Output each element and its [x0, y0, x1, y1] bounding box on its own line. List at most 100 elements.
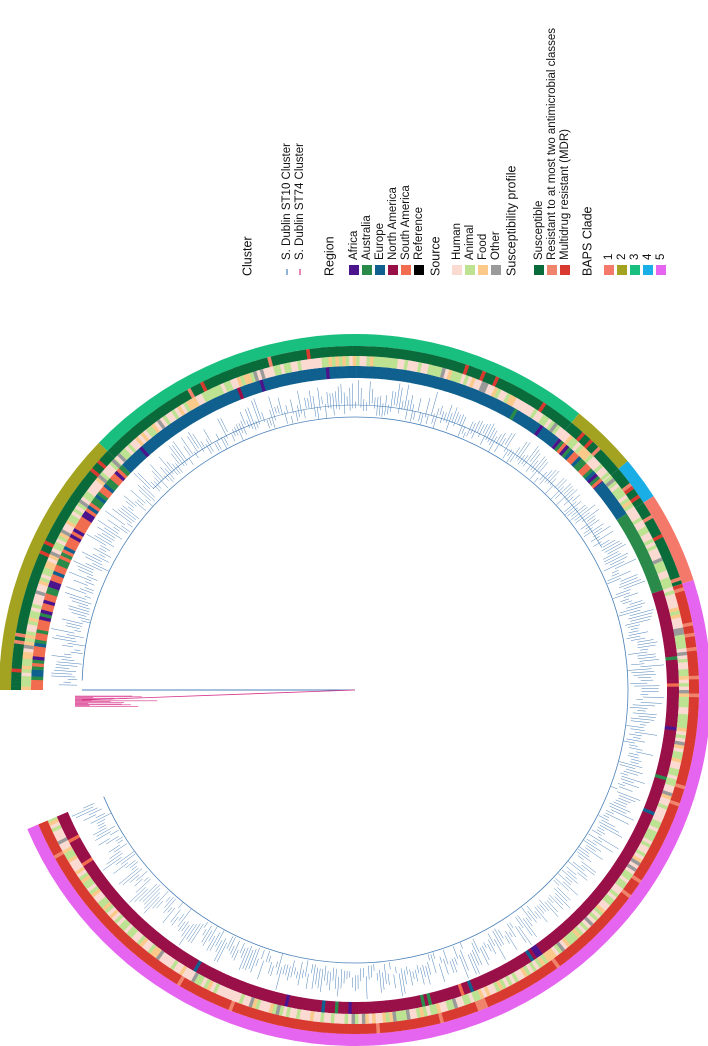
region-cell	[81, 513, 94, 523]
source-cell	[209, 981, 218, 993]
branch	[106, 852, 123, 865]
region-cell	[227, 390, 236, 404]
region-cell	[134, 450, 145, 462]
region-cell	[601, 878, 614, 889]
susceptibility-cell	[688, 707, 699, 712]
region-cell	[81, 856, 94, 867]
susceptibility-cell	[672, 583, 684, 591]
susceptibility-cell	[11, 686, 22, 690]
branch	[637, 656, 656, 660]
branch	[337, 386, 340, 410]
source-cell	[611, 486, 622, 496]
region-cell	[648, 580, 662, 588]
branch	[90, 812, 112, 824]
susceptibility-cell	[28, 576, 40, 584]
source-cell	[395, 1011, 401, 1022]
region-cell	[40, 609, 53, 616]
branch	[529, 458, 547, 480]
branch	[51, 655, 72, 658]
branch	[605, 810, 614, 815]
branch	[69, 596, 92, 605]
source-cell	[383, 357, 388, 368]
region-cell	[416, 995, 423, 1008]
source-cell	[376, 356, 381, 367]
susceptibility-cell	[42, 543, 53, 551]
source-cell	[678, 710, 689, 715]
annotation-rings	[0, 334, 708, 1046]
susceptibility-cell	[39, 549, 50, 558]
branch	[637, 677, 652, 679]
region-cell	[107, 478, 119, 489]
source-cell	[33, 596, 44, 603]
source-cell	[631, 854, 643, 864]
branch	[598, 815, 609, 821]
branch	[607, 543, 626, 555]
susceptibility-cell	[671, 580, 683, 587]
region-cell	[653, 596, 667, 604]
region-cell	[621, 848, 634, 859]
region-cell	[631, 539, 644, 549]
susceptibility-cell	[174, 394, 184, 406]
susceptibility-cell	[276, 1015, 283, 1026]
branch	[85, 581, 95, 586]
susceptibility-cell	[158, 964, 168, 975]
legend-swatch	[414, 265, 424, 275]
source-cell	[666, 773, 678, 781]
susceptibility-cell	[552, 412, 562, 423]
susceptibility-cell	[675, 594, 687, 601]
susceptibility-cell	[270, 355, 277, 367]
region-cell	[449, 381, 457, 394]
susceptibility-cell	[87, 470, 98, 480]
region-cell	[107, 891, 119, 902]
branch	[457, 414, 461, 424]
clade-ring	[643, 496, 694, 584]
branch	[257, 960, 264, 980]
susceptibility-cell	[655, 832, 667, 840]
branch	[321, 396, 323, 405]
source-cell	[349, 356, 354, 367]
source-cell	[273, 365, 280, 376]
source-cell	[640, 840, 651, 849]
region-cell	[628, 837, 641, 847]
source-cell	[413, 361, 420, 373]
branch	[529, 449, 540, 462]
source-cell	[281, 1006, 288, 1017]
branch	[203, 921, 208, 928]
susceptibility-cell	[269, 1013, 276, 1025]
region-cell	[300, 997, 307, 1011]
source-cell	[581, 451, 592, 462]
branch	[533, 477, 539, 483]
source-cell	[388, 1011, 394, 1023]
source-cell	[445, 1000, 452, 1011]
region-cell	[662, 635, 676, 642]
susceptibility-cell	[377, 346, 382, 358]
susceptibility-cell	[669, 799, 680, 807]
region-cell	[31, 665, 44, 671]
branch	[64, 592, 87, 600]
susceptibility-cell	[498, 379, 507, 390]
branch	[619, 761, 643, 769]
branch	[70, 651, 83, 654]
branch	[527, 910, 537, 923]
susceptibility-cell	[267, 356, 274, 368]
region-cell	[507, 960, 517, 973]
source-cell	[459, 373, 467, 385]
source-cell	[563, 935, 574, 946]
region-cell	[31, 679, 44, 684]
source-cell	[649, 821, 661, 830]
susceptibility-cell	[185, 980, 195, 992]
susceptibility-cell	[370, 346, 375, 357]
branch	[172, 441, 188, 462]
branch	[163, 898, 176, 914]
legend-label: 4	[642, 253, 654, 260]
region-cell	[541, 430, 553, 443]
branch	[117, 509, 135, 523]
branch	[188, 458, 194, 465]
susceptibility-cell	[48, 841, 60, 850]
source-cell	[650, 818, 662, 827]
susceptibility-cell	[31, 569, 43, 577]
source-cell	[428, 1004, 435, 1016]
source-cell	[95, 893, 106, 903]
region-cell	[544, 432, 555, 445]
region-cell	[257, 987, 265, 1001]
